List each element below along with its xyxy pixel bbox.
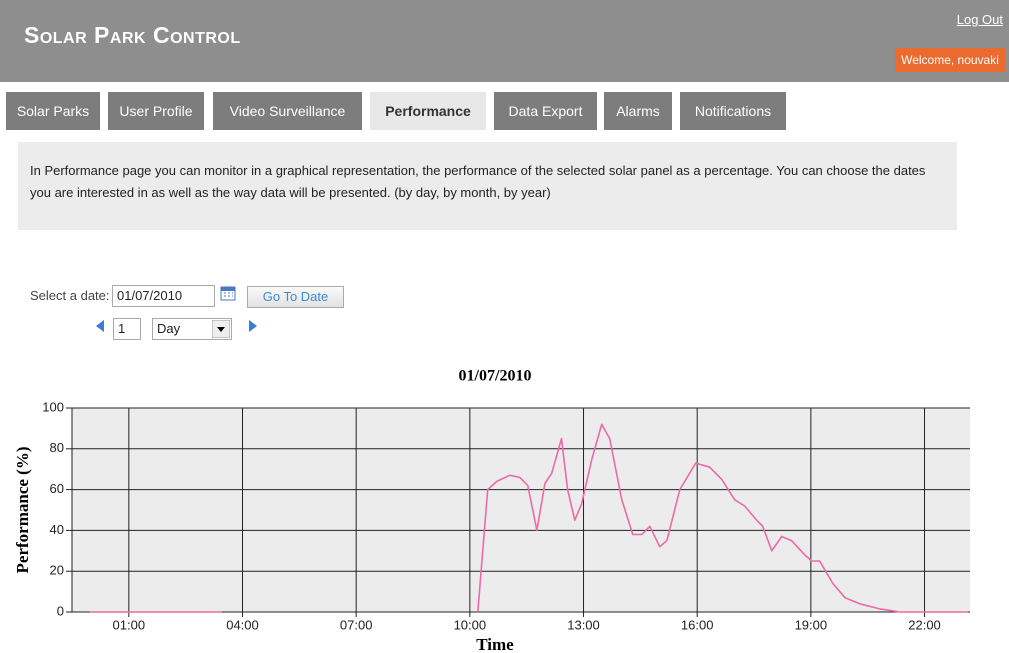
tab[interactable]: Performance [370, 92, 486, 130]
chart-title: 01/07/2010 [459, 368, 532, 385]
x-axis-label: Time [476, 635, 514, 653]
logout-link[interactable]: Log Out [956, 12, 1003, 27]
x-tick-label: 01:00 [113, 617, 146, 632]
go-button[interactable]: Go To Date [247, 286, 344, 308]
tab[interactable]: User Profile [108, 92, 204, 130]
line [89, 423, 968, 613]
x-tick-label: 22:00 [908, 617, 941, 632]
welcome-badge: Welcome, nouvaki [895, 48, 1005, 72]
prev-arrow[interactable] [94, 319, 106, 333]
tab[interactable]: Data Export [494, 92, 597, 130]
header [0, 0, 1009, 82]
x-tick-label: 10:00 [454, 617, 487, 632]
x-tick-label: 16:00 [681, 617, 714, 632]
plot-area [72, 408, 970, 612]
tab[interactable]: Video Surveillance [213, 92, 362, 130]
chart: 01/07/2010 Time Performance (%) 0 20 40 60 8… [13, 368, 970, 653]
x-tick-label: 04:00 [226, 617, 259, 632]
x-tick-label: 13:00 [567, 617, 600, 632]
y-tick-label: 80 [50, 440, 64, 455]
next-arrow[interactable] [247, 319, 259, 333]
y-tick-label: 100 [42, 399, 64, 414]
app-title: Solar Park Control [24, 22, 241, 48]
y-tick-label: 0 [57, 603, 64, 618]
step-input[interactable]: 1 [113, 318, 141, 340]
tab[interactable]: Solar Parks [6, 92, 100, 130]
y-tick-label: 40 [50, 522, 64, 537]
x-tick-label: 07:00 [340, 617, 373, 632]
select-arrow[interactable] [212, 320, 230, 338]
description: In Performance page you can monitor in a… [18, 142, 957, 230]
y-tick-label: 20 [50, 563, 64, 578]
x-tick-label: 19:00 [795, 617, 828, 632]
y-axis-label: Performance (%) [13, 447, 32, 574]
date-input[interactable]: 01/07/2010 [112, 285, 215, 307]
tab[interactable]: Alarms [604, 92, 672, 130]
tab[interactable]: Notifications [680, 92, 786, 130]
date-label: Select a date: [30, 288, 110, 303]
calendar-icon[interactable] [220, 285, 236, 301]
y-tick-label: 60 [50, 481, 64, 496]
